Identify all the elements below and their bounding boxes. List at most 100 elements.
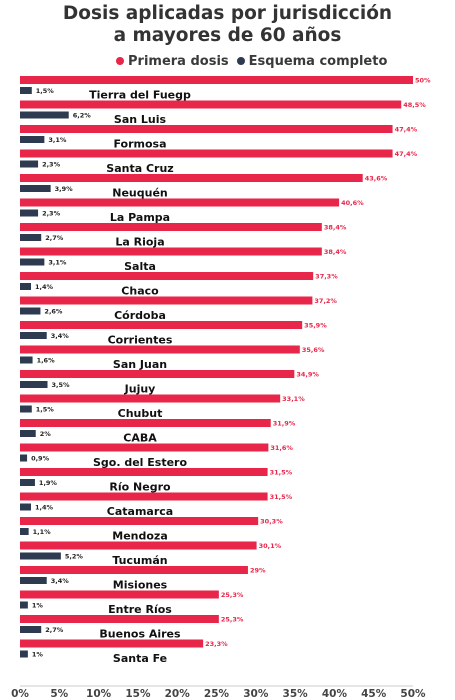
bar-esquema-completo-tucuman <box>20 552 61 560</box>
data-label-primera-dosis-san-juan: 35,6% <box>302 346 325 354</box>
chart-title-line-2: a mayores de 60 años <box>113 25 342 46</box>
data-label-primera-dosis-neuquen: 43,6% <box>365 175 388 183</box>
data-label-primera-dosis-chubut: 33,1% <box>282 395 305 403</box>
bar-esquema-completo-san-luis <box>20 111 69 119</box>
bar-esquema-completo-buenos-aires <box>20 626 42 633</box>
x-tick-label: 15% <box>125 688 151 700</box>
bar-primera-dosis-rio-negro <box>20 468 268 476</box>
bar-primera-dosis-la-pampa <box>20 198 340 207</box>
bar-primera-dosis-corrientes <box>20 321 303 329</box>
category-label-corrientes: Corrientes <box>108 334 173 347</box>
bar-esquema-completo-formosa <box>20 136 45 143</box>
data-label-esquema-completo-misiones: 3,4% <box>51 577 70 585</box>
data-label-primera-dosis-catamarca: 31,5% <box>270 493 293 501</box>
data-label-primera-dosis-corrientes: 35,9% <box>304 322 327 330</box>
data-label-esquema-completo-la-pampa: 2,3% <box>42 210 61 218</box>
legend-swatch-esquema-completo <box>236 57 245 65</box>
category-label-mendoza: Mendoza <box>112 530 168 543</box>
data-label-primera-dosis-chaco: 37,3% <box>315 273 338 281</box>
data-label-esquema-completo-mendoza: 1,1% <box>33 528 52 536</box>
data-label-primera-dosis-buenos-aires: 25,3% <box>221 616 244 624</box>
bar-primera-dosis-cordoba <box>20 296 313 305</box>
x-tick-label: 25% <box>204 688 230 700</box>
data-label-esquema-completo-tucuman: 5,2% <box>65 553 84 561</box>
bar-primera-dosis-sgo-del-estero <box>20 443 269 452</box>
bar-esquema-completo-tierra-del-fuegp <box>20 87 32 94</box>
bar-esquema-completo-cordoba <box>20 307 41 315</box>
category-label-sgo-del-estero: Sgo. del Estero <box>93 456 188 469</box>
data-label-primera-dosis-rio-negro: 31,5% <box>270 469 293 477</box>
x-tick-label: 40% <box>322 688 348 700</box>
legend-label-esquema-completo: Esquema completo <box>248 53 388 69</box>
bar-esquema-completo-santa-fe <box>20 650 28 658</box>
category-label-chubut: Chubut <box>118 407 163 420</box>
data-label-primera-dosis-tucuman: 30,1% <box>259 542 282 550</box>
x-tick-label: 20% <box>165 688 191 700</box>
bar-primera-dosis-salta <box>20 247 322 256</box>
category-label-la-rioja: La Rioja <box>115 236 164 249</box>
bar-primera-dosis-santa-fe <box>20 639 204 648</box>
data-label-esquema-completo-san-luis: 6,2% <box>73 112 92 120</box>
bar-esquema-completo-corrientes <box>20 332 47 339</box>
chart-legend: Primera dosis Esquema completo <box>116 53 395 69</box>
category-label-san-juan: San Juan <box>113 358 167 371</box>
category-label-la-pampa: La Pampa <box>110 211 170 224</box>
data-label-esquema-completo-corrientes: 3,4% <box>51 332 70 340</box>
data-label-primera-dosis-misiones: 29% <box>250 567 266 575</box>
data-label-primera-dosis-la-pampa: 40,6% <box>341 199 364 207</box>
data-label-primera-dosis-salta: 38,4% <box>324 248 347 256</box>
category-label-entre-rios: Entre Ríos <box>108 603 172 616</box>
bar-esquema-completo-misiones <box>20 577 47 584</box>
bar-primera-dosis-neuquen <box>20 174 363 182</box>
data-label-esquema-completo-la-rioja: 2,7% <box>45 234 64 242</box>
bar-primera-dosis-tierra-del-fuegp <box>20 76 413 84</box>
category-label-jujuy: Jujuy <box>124 383 156 396</box>
data-label-primera-dosis-entre-rios: 25,3% <box>221 591 244 599</box>
category-label-misiones: Misiones <box>113 579 168 592</box>
bar-primera-dosis-entre-rios <box>20 590 219 599</box>
x-tick-label: 30% <box>243 688 269 700</box>
bar-primera-dosis-misiones <box>20 566 248 574</box>
data-label-primera-dosis-santa-cruz: 47,4% <box>395 150 418 158</box>
data-label-primera-dosis-jujuy: 34,9% <box>296 371 319 379</box>
data-label-primera-dosis-formosa: 47,4% <box>395 126 418 134</box>
bar-primera-dosis-san-juan <box>20 345 300 354</box>
legend-label-primera-dosis: Primera dosis <box>128 53 229 69</box>
bar-esquema-completo-sgo-del-estero <box>20 454 28 462</box>
bar-esquema-completo-catamarca <box>20 503 32 511</box>
data-label-primera-dosis-mendoza: 30,3% <box>260 518 283 526</box>
bar-esquema-completo-chaco <box>20 283 32 290</box>
category-label-santa-cruz: Santa Cruz <box>106 162 173 175</box>
data-label-esquema-completo-santa-cruz: 2,3% <box>42 161 61 169</box>
legend-item-primera-dosis: Primera dosis <box>116 54 229 69</box>
data-label-esquema-completo-santa-fe: 1% <box>32 651 44 659</box>
data-label-esquema-completo-formosa: 3,1% <box>48 136 67 144</box>
category-label-rio-negro: Río Negro <box>109 481 171 494</box>
category-label-cordoba: Córdoba <box>114 309 166 322</box>
bar-esquema-completo-chubut <box>20 405 32 413</box>
bar-primera-dosis-mendoza <box>20 517 259 525</box>
bar-primera-dosis-jujuy <box>20 370 295 378</box>
bar-esquema-completo-entre-rios <box>20 601 28 609</box>
data-label-primera-dosis-caba: 31,9% <box>273 420 296 428</box>
data-label-esquema-completo-san-juan: 1,6% <box>37 357 56 365</box>
x-tick-label: 50% <box>400 688 426 700</box>
bar-esquema-completo-la-pampa <box>20 209 39 217</box>
bar-primera-dosis-santa-cruz <box>20 149 393 158</box>
category-label-tierra-del-fuegp: Tierra del Fuegp <box>89 89 191 102</box>
data-label-esquema-completo-cordoba: 2,6% <box>44 308 63 316</box>
data-label-esquema-completo-neuquen: 3,9% <box>55 185 74 193</box>
data-label-esquema-completo-chubut: 1,5% <box>36 406 55 414</box>
data-label-primera-dosis-santa-fe: 23,3% <box>205 640 228 648</box>
category-label-formosa: Formosa <box>113 138 166 151</box>
x-tick-label: 35% <box>283 688 309 700</box>
data-label-primera-dosis-tierra-del-fuegp: 50% <box>415 77 431 85</box>
category-label-santa-fe: Santa Fe <box>113 652 167 665</box>
data-label-esquema-completo-jujuy: 3,5% <box>52 381 71 389</box>
data-label-primera-dosis-san-luis: 48,5% <box>403 101 426 109</box>
bar-primera-dosis-la-rioja <box>20 223 322 231</box>
bar-esquema-completo-mendoza <box>20 528 29 535</box>
category-label-tucuman: Tucumán <box>112 554 167 567</box>
data-label-esquema-completo-entre-rios: 1% <box>32 602 44 610</box>
